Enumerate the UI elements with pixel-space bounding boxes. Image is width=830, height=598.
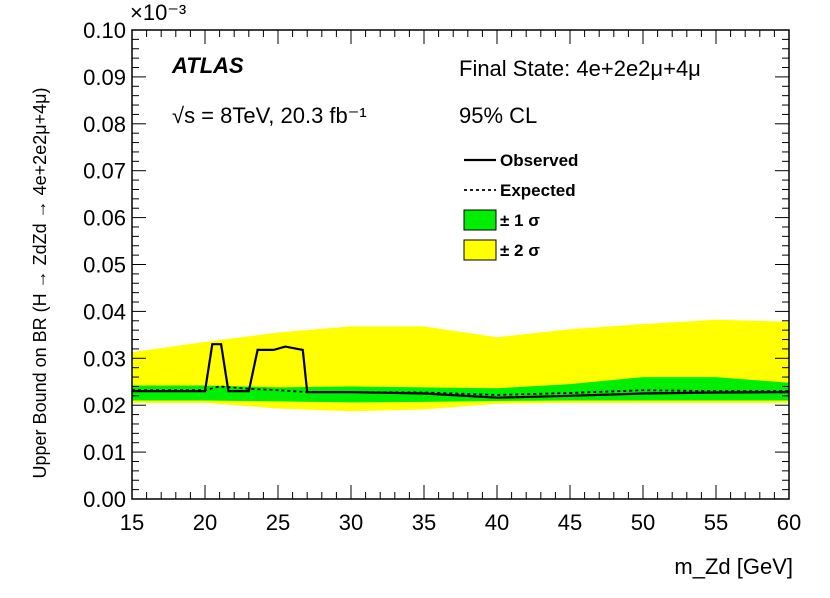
legend-band1-label: ± 1 σ [500, 211, 540, 230]
y-axis-label: Upper Bound on BR (H → ZdZd → 4e+2e2μ+4μ… [30, 88, 50, 479]
lines-layer [132, 343, 790, 399]
x-tick-label: 40 [485, 510, 509, 535]
y-tick-label: 0.02 [83, 393, 126, 418]
x-tick-label: 35 [412, 510, 436, 535]
x-tick-label: 15 [120, 510, 144, 535]
y-tick-label: 0.03 [83, 346, 126, 371]
x-tick-label: 30 [339, 510, 363, 535]
legend-expected-label: Expected [500, 181, 576, 200]
x-tick-label: 60 [777, 510, 801, 535]
plot-frame [131, 29, 790, 500]
x-tick-label: 20 [193, 510, 217, 535]
y-exponent: ×10⁻³ [130, 0, 186, 25]
expected-line [132, 385, 789, 396]
legend-band1-swatch [463, 209, 497, 231]
legend: Observed Expected ± 1 σ ± 2 σ [463, 151, 578, 261]
observed-line [132, 343, 790, 399]
legend-observed-label: Observed [500, 151, 578, 170]
energy-lumi-label: √s = 8TeV, 20.3 fb⁻¹ [172, 103, 367, 128]
final-state-label: Final State: 4e+2e2μ+4μ [459, 56, 701, 81]
band-1sigma [132, 377, 789, 403]
x-tick-label: 45 [558, 510, 582, 535]
frame-layer: 15 20 25 30 35 40 45 50 55 60 0.00 0.01 0.02 0.03 0.04… [83, 18, 801, 535]
y-tick-label: 0.08 [83, 112, 126, 137]
atlas-label: ATLAS [171, 53, 244, 78]
y-tick-label: 0.07 [83, 159, 126, 184]
bands-layer [132, 319, 789, 412]
y-tick-label: 0.04 [83, 299, 126, 324]
x-axis-label: m_Zd [GeV] [674, 554, 793, 579]
legend-band2-label: ± 2 σ [500, 241, 540, 260]
y-tick-label: 0.01 [83, 440, 126, 465]
y-tick-label: 0.05 [83, 253, 126, 278]
legend-band2-swatch [463, 239, 497, 261]
y-tick-label: 0.10 [83, 18, 126, 43]
y-tick-label: 0.00 [83, 487, 126, 512]
x-tick-label: 25 [266, 510, 290, 535]
y-tick-label: 0.09 [83, 65, 126, 90]
cl-label: 95% CL [459, 103, 537, 128]
x-tick-label: 55 [704, 510, 728, 535]
y-tick-label: 0.06 [83, 206, 126, 231]
x-tick-label: 50 [631, 510, 655, 535]
